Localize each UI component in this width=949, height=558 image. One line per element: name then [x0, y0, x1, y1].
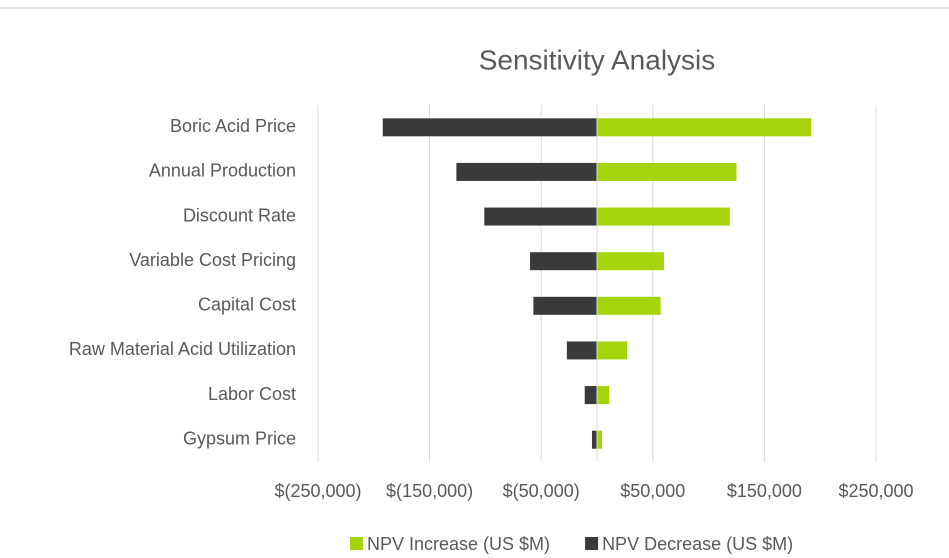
y-tick-label: Discount Rate	[183, 205, 296, 225]
x-tick-label: $(150,000)	[386, 481, 473, 501]
bar	[597, 430, 603, 449]
bar	[591, 430, 597, 449]
bar	[530, 252, 597, 271]
bar	[456, 162, 597, 181]
bar	[584, 386, 597, 405]
bar	[597, 162, 737, 181]
bar	[597, 207, 730, 226]
legend-label: NPV Decrease (US $M)	[602, 534, 793, 554]
x-tick-label: $(250,000)	[274, 481, 361, 501]
x-tick-label: $50,000	[620, 481, 685, 501]
y-tick-label: Raw Material Acid Utilization	[69, 339, 296, 359]
x-tick-label: $150,000	[727, 481, 802, 501]
bar	[566, 341, 597, 360]
x-tick-label: $(50,000)	[503, 481, 580, 501]
y-tick-label: Variable Cost Pricing	[129, 250, 296, 270]
bar	[597, 252, 664, 271]
y-tick-label: Gypsum Price	[183, 428, 296, 448]
bar	[597, 341, 628, 360]
legend-swatch	[350, 537, 363, 550]
legend-label: NPV Increase (US $M)	[367, 534, 550, 554]
bar	[597, 118, 812, 137]
bar	[533, 296, 597, 315]
x-tick-label: $250,000	[838, 481, 913, 501]
bar	[597, 296, 661, 315]
chart-title: Sensitivity Analysis	[479, 44, 716, 75]
y-tick-label: Boric Acid Price	[170, 116, 296, 136]
bar	[382, 118, 597, 137]
bar	[597, 386, 610, 405]
bar	[484, 207, 597, 226]
y-tick-label: Capital Cost	[198, 295, 296, 315]
y-tick-label: Labor Cost	[208, 384, 296, 404]
y-tick-label: Annual Production	[149, 161, 296, 181]
legend-swatch	[585, 537, 599, 550]
